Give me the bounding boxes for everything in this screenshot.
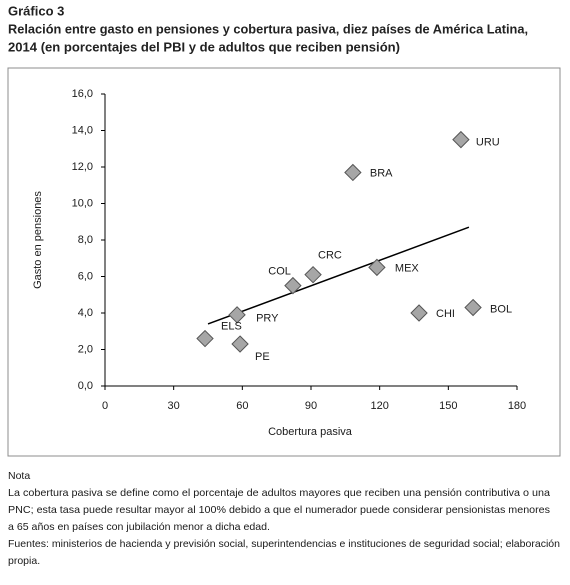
chart-subtitle: 2014 (en porcentajes del PBI y de adulto… bbox=[8, 39, 400, 54]
point-label: CHI bbox=[436, 308, 455, 320]
chart-frame bbox=[7, 67, 561, 457]
y-tick-label: 2,0 bbox=[78, 343, 93, 355]
y-tick-label: 8,0 bbox=[78, 234, 93, 246]
y-tick-label: 6,0 bbox=[78, 270, 93, 282]
point bbox=[304, 265, 322, 284]
point-label: MEX bbox=[395, 262, 420, 274]
chart-title: Gráfico 3 bbox=[8, 3, 64, 18]
point bbox=[410, 304, 428, 322]
point bbox=[228, 306, 246, 324]
chart-subtitle: Relación entre gasto en pensiones y cobe… bbox=[8, 21, 528, 36]
x-tick-label: 0 bbox=[102, 400, 108, 412]
note-line: La cobertura pasiva se define como el po… bbox=[8, 487, 550, 499]
point-label: PRY bbox=[256, 313, 279, 325]
y-tick-label: 4,0 bbox=[78, 307, 93, 319]
y-tick-label: 14,0 bbox=[72, 124, 93, 136]
trend-line bbox=[207, 226, 470, 325]
point bbox=[344, 163, 362, 182]
y-tick-label: 0,0 bbox=[78, 380, 93, 392]
note-heading: Nota bbox=[8, 470, 30, 482]
y-tick-label: 16,0 bbox=[72, 88, 93, 100]
point bbox=[231, 335, 249, 353]
point-label: CRC bbox=[318, 250, 342, 262]
point-label: ELS bbox=[221, 320, 242, 332]
point bbox=[464, 298, 482, 317]
y-axis-label: Gasto en pensiones bbox=[32, 191, 44, 289]
point-label: COL bbox=[268, 266, 291, 278]
point bbox=[196, 329, 214, 348]
y-tick-label: 10,0 bbox=[72, 197, 93, 209]
note-line: Fuentes: ministerios de hacienda y previ… bbox=[8, 538, 560, 550]
note-line: propia. bbox=[8, 555, 40, 567]
x-tick-label: 120 bbox=[370, 400, 388, 412]
point-label: URU bbox=[476, 137, 500, 149]
note-line: a 65 años en países con jubilación menor… bbox=[8, 521, 270, 533]
point bbox=[368, 258, 386, 277]
x-tick-label: 60 bbox=[236, 400, 248, 412]
x-axis-label: Cobertura pasiva bbox=[268, 426, 353, 438]
point-label: BRA bbox=[370, 167, 393, 179]
x-tick-label: 30 bbox=[168, 400, 180, 412]
point bbox=[452, 130, 470, 149]
x-tick-label: 180 bbox=[508, 400, 526, 412]
x-tick-label: 150 bbox=[439, 400, 457, 412]
point-label: PE bbox=[255, 351, 270, 363]
point bbox=[284, 276, 302, 295]
y-tick-label: 12,0 bbox=[72, 161, 93, 173]
note-line: PNC; esta tasa puede resultar mayor al 1… bbox=[8, 504, 550, 516]
point-label: BOL bbox=[490, 303, 512, 315]
x-tick-label: 90 bbox=[305, 400, 317, 412]
